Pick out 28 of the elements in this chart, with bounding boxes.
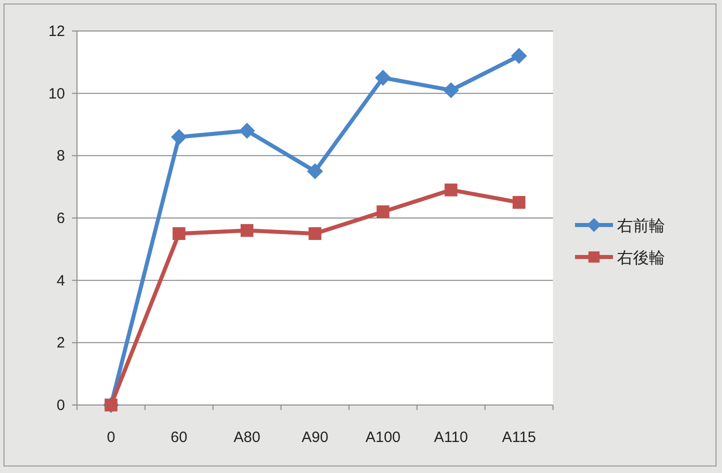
- x-tick-label: 0: [106, 429, 116, 446]
- y-tick-label: 12: [48, 23, 65, 40]
- legend-label: 右前輪: [617, 217, 665, 235]
- y-tick-label: 6: [56, 210, 65, 227]
- y-tick-label: 4: [56, 272, 65, 290]
- x-tick-label: A115: [502, 429, 536, 446]
- point: [443, 82, 459, 98]
- y-tick-label: 8: [56, 148, 65, 165]
- point: [512, 196, 526, 209]
- point: [307, 163, 323, 180]
- point: [172, 227, 186, 240]
- point: [376, 205, 390, 218]
- point: [239, 122, 255, 139]
- x-tick-label: A100: [365, 429, 401, 446]
- point: [308, 227, 322, 240]
- x-tick-label: A110: [434, 429, 468, 446]
- y-tick-label: 0: [56, 397, 65, 414]
- point: [240, 224, 254, 237]
- legend-label: 右後輪: [617, 249, 665, 267]
- point: [171, 128, 187, 145]
- y-tick-label: 10: [48, 85, 65, 102]
- x-tick-label: A80: [234, 429, 260, 446]
- x-tick-label: 60: [170, 429, 188, 446]
- point: [375, 70, 391, 86]
- point: [444, 184, 458, 196]
- y-tick-label: 2: [56, 334, 65, 352]
- point: [511, 48, 527, 64]
- x-tick-label: A90: [302, 429, 328, 446]
